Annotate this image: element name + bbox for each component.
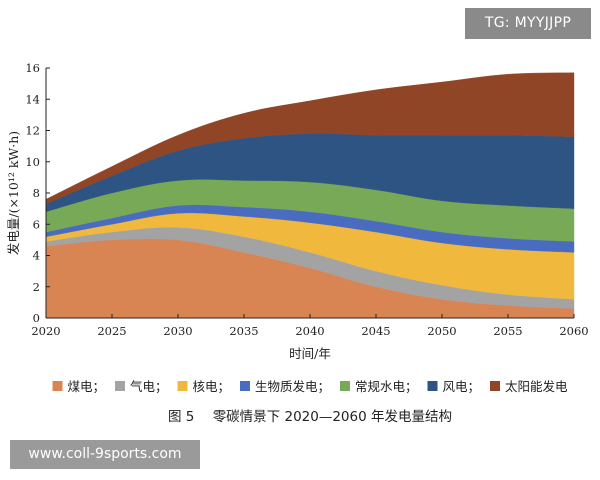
legend-label-6: 风电； bbox=[443, 379, 481, 394]
figure-label: 图 5 bbox=[168, 409, 194, 425]
figure-caption: 图 5 零碳情景下 2020—2060 年发电量结构 bbox=[168, 409, 452, 425]
legend-swatch-4 bbox=[240, 381, 250, 391]
legend: 煤电； 气电； 核电； 生物质发电； 常规水电； 风电； 太阳能发电 bbox=[52, 379, 568, 394]
x-tick-label: 2025 bbox=[97, 324, 126, 338]
watermark-bottom-left: www.coll-9sports.com bbox=[10, 440, 200, 469]
y-tick-label: 6 bbox=[33, 217, 40, 231]
x-tick-label: 2020 bbox=[31, 324, 60, 338]
y-tick-label: 16 bbox=[25, 61, 40, 75]
y-axis-ticks: 0 2 4 6 8 10 12 14 16 bbox=[25, 61, 50, 325]
x-tick-label: 2040 bbox=[295, 324, 324, 338]
y-tick-label: 12 bbox=[25, 124, 40, 138]
watermark-top-right: TG: MYYJJPP bbox=[465, 8, 591, 39]
legend-swatch-2 bbox=[115, 381, 125, 391]
y-tick-label: 8 bbox=[33, 186, 40, 200]
x-tick-label: 2060 bbox=[559, 324, 588, 338]
y-axis-title: 发电量/(×10¹² kW·h) bbox=[6, 131, 21, 255]
legend-label-4: 生物质发电； bbox=[255, 379, 330, 394]
y-tick-label: 4 bbox=[33, 249, 40, 263]
legend-swatch-3 bbox=[177, 381, 188, 391]
x-axis-ticks: 2020 2025 2030 2035 2040 2045 2050 2055 2060 bbox=[31, 314, 589, 338]
legend-label-5: 常规水电； bbox=[355, 379, 418, 394]
legend-label-2: 气电； bbox=[130, 379, 168, 394]
x-tick-label: 2045 bbox=[361, 324, 390, 338]
legend-swatch-6 bbox=[427, 381, 438, 391]
x-tick-label: 2035 bbox=[229, 324, 258, 338]
y-tick-label: 14 bbox=[25, 92, 40, 106]
area-layers bbox=[45, 72, 575, 319]
y-tick-label: 0 bbox=[33, 311, 40, 325]
x-tick-label: 2055 bbox=[493, 324, 522, 338]
legend-label-7: 太阳能发电 bbox=[505, 379, 568, 394]
x-tick-label: 2030 bbox=[163, 324, 192, 338]
legend-label-3: 核电； bbox=[193, 379, 231, 394]
figure-title: 零碳情景下 2020—2060 年发电量结构 bbox=[213, 409, 452, 425]
x-tick-label: 2050 bbox=[427, 324, 456, 338]
area-series-7 bbox=[45, 72, 575, 205]
y-tick-label: 2 bbox=[33, 280, 40, 294]
legend-swatch-7 bbox=[490, 381, 500, 391]
x-axis-title: 时间/年 bbox=[289, 346, 331, 361]
y-tick-label: 10 bbox=[25, 155, 40, 169]
legend-label-1: 煤电； bbox=[68, 379, 106, 394]
legend-swatch-5 bbox=[340, 381, 350, 391]
legend-swatch-1 bbox=[52, 381, 63, 391]
